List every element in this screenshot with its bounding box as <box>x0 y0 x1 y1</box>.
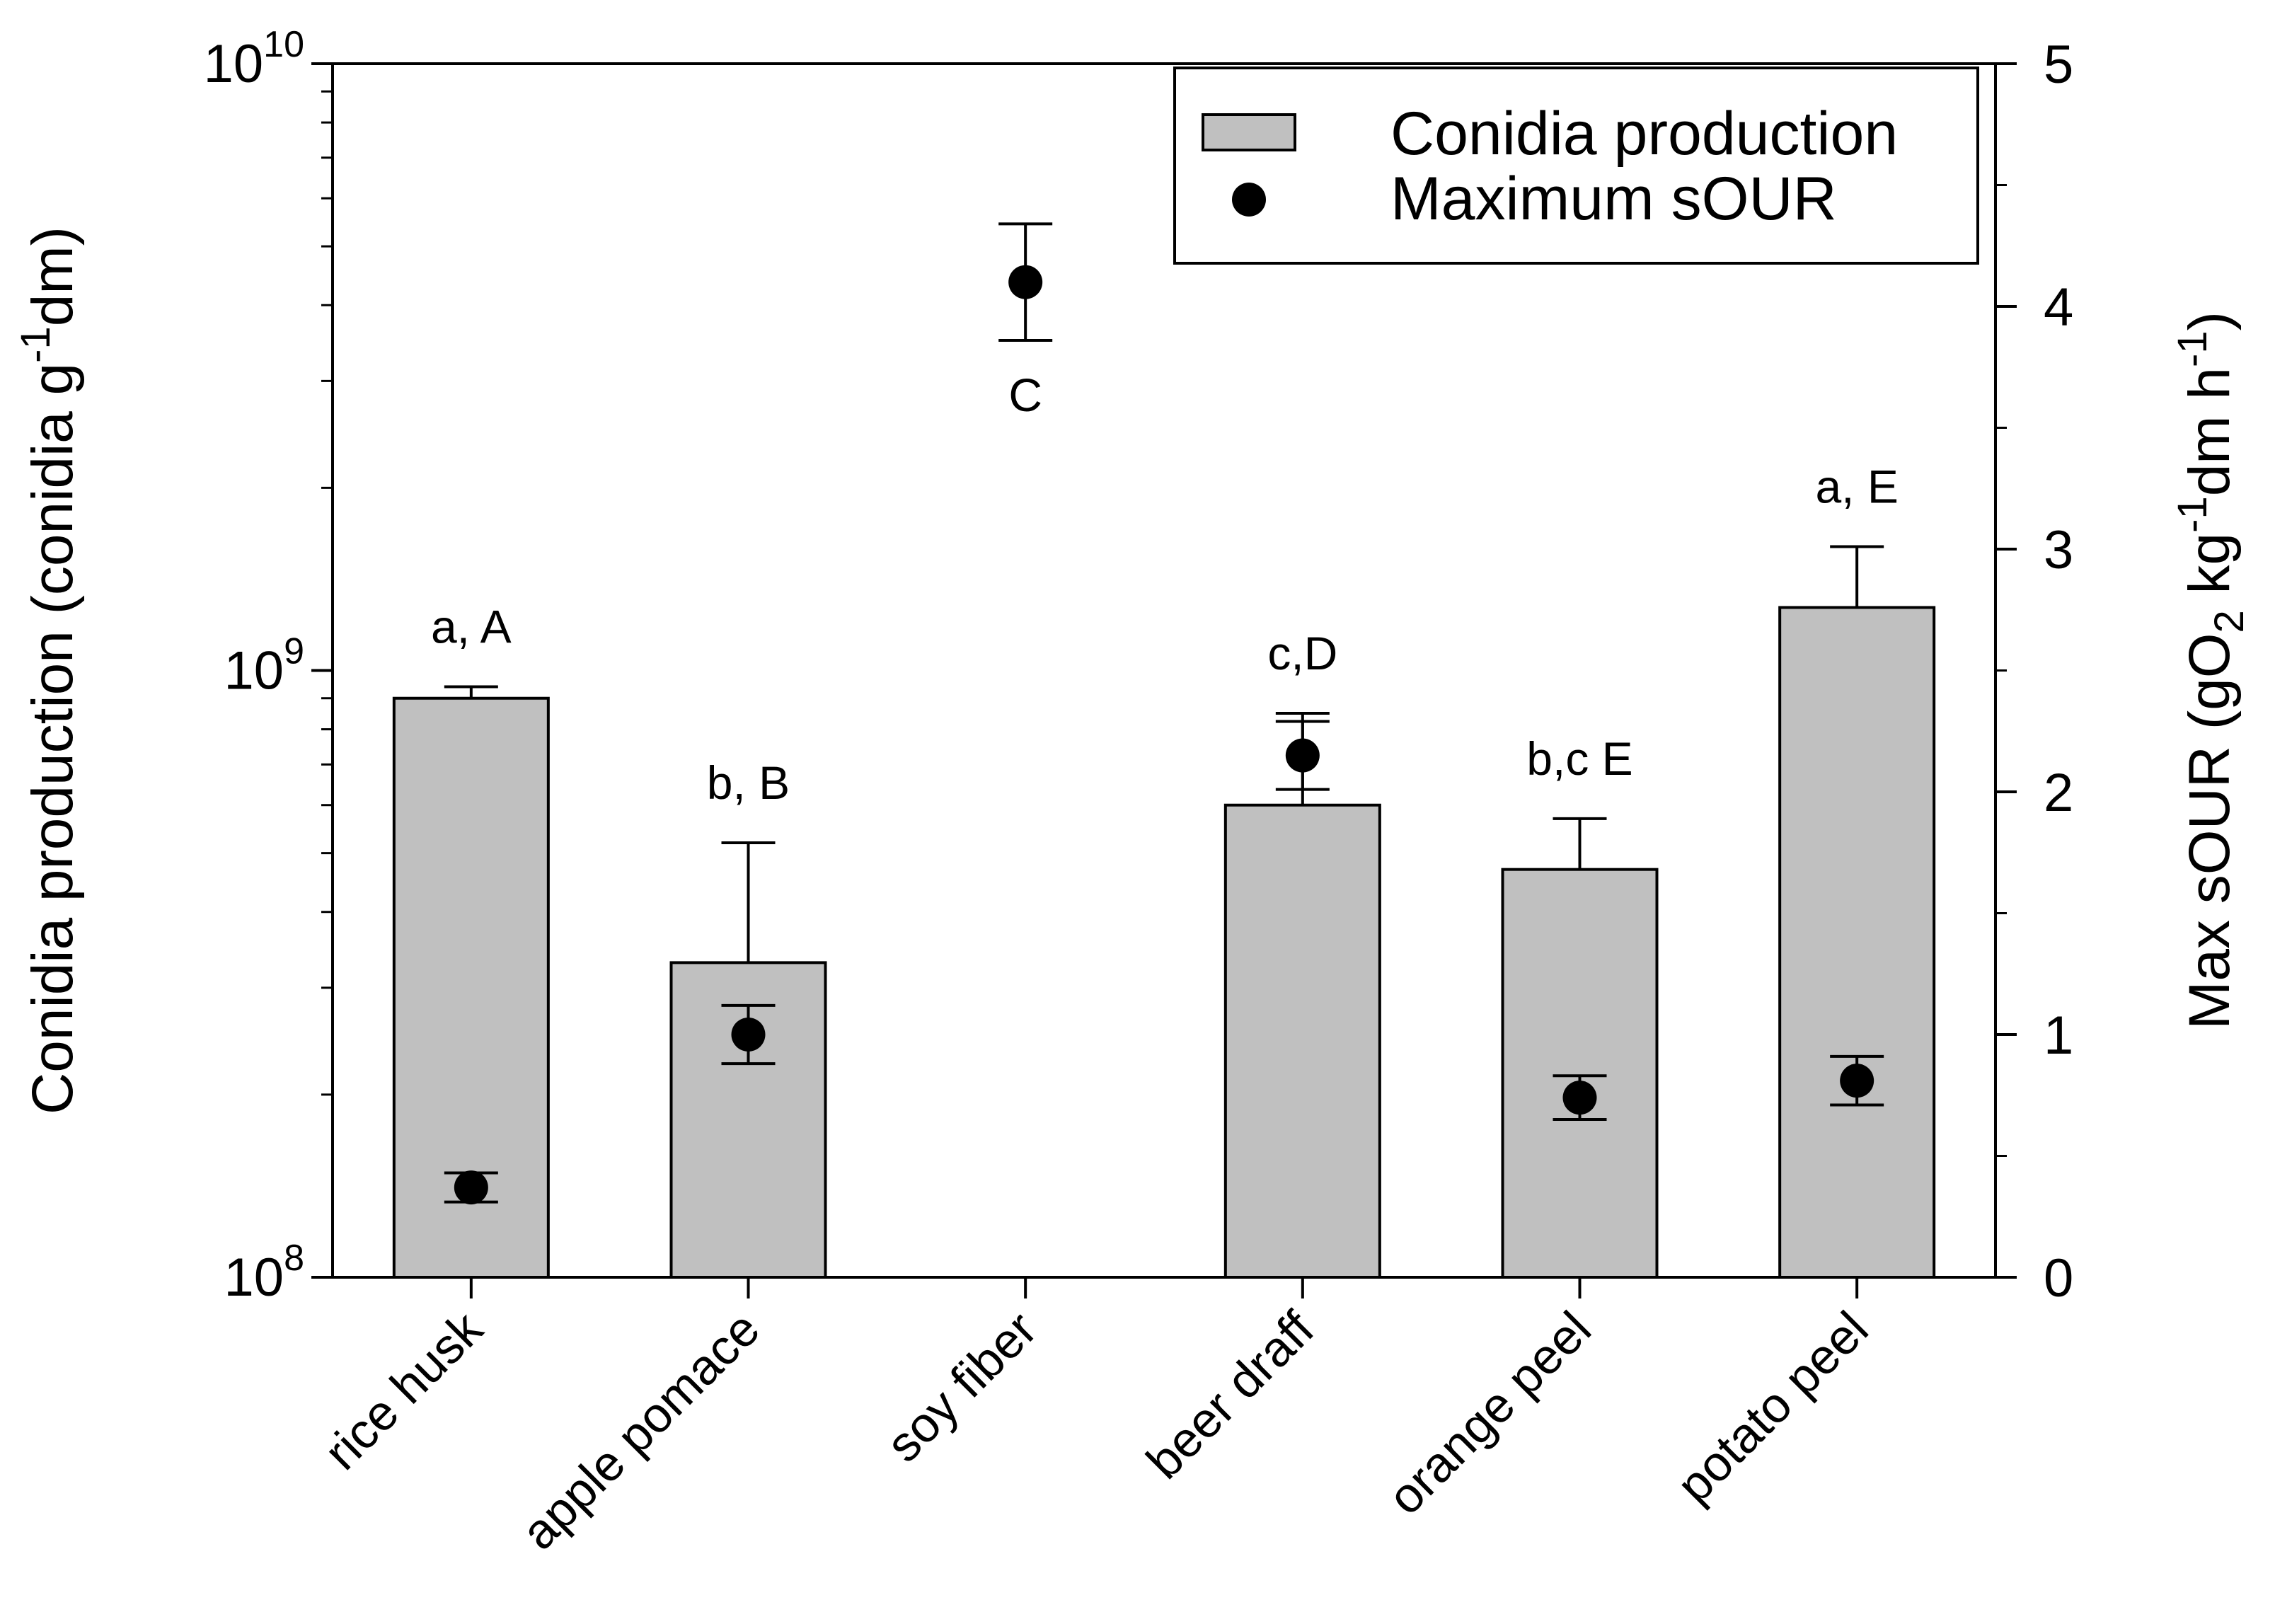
category-label-3: beer draff <box>1136 1301 1325 1490</box>
point-4 <box>1562 1081 1597 1115</box>
right-tick-label-3: 3 <box>2044 520 2073 580</box>
annotations-layer: a, A b, B Cc,D b,c E a, E <box>431 369 1899 809</box>
error-bars-layer <box>444 222 1884 1204</box>
right-tick-label-4: 4 <box>2044 277 2073 338</box>
axes-layer: 108 109 1010 0 1 2 3 4 5 rice husk apple pomace soy… <box>13 24 2252 1560</box>
left-tick-label-0: 108 <box>224 1238 304 1308</box>
annotation-4: b,c E <box>1526 732 1632 785</box>
category-label-0: rice husk <box>313 1301 493 1480</box>
category-label-5: potato peel <box>1666 1301 1879 1513</box>
points-layer <box>454 265 1874 1205</box>
right-tick-label-0: 0 <box>2044 1248 2073 1308</box>
annotation-5: a, E <box>1815 460 1898 512</box>
bar-4 <box>1501 868 1659 1279</box>
right-tick-label-1: 1 <box>2044 1006 2073 1066</box>
legend-point-swatch <box>1232 183 1266 217</box>
point-3 <box>1285 738 1320 773</box>
annotation-3: c,D <box>1267 627 1337 679</box>
left-tick-label-1: 109 <box>224 631 304 701</box>
legend-label-1: Maximum sOUR <box>1390 165 1837 233</box>
category-label-4: orange peel <box>1377 1301 1601 1525</box>
category-label-2: soy fiber <box>876 1301 1047 1472</box>
annotation-1: b, B <box>707 756 790 809</box>
left-tick-label-2: 1010 <box>204 24 304 94</box>
point-0 <box>454 1170 488 1205</box>
legend-label-0: Conidia production <box>1390 100 1898 168</box>
annotation-2: C <box>1008 369 1042 421</box>
point-2 <box>1008 265 1043 299</box>
right-tick-label-5: 5 <box>2044 35 2073 95</box>
bar-3 <box>1223 803 1381 1279</box>
left-axis-title: Conidia production (conidia g-1dm) <box>13 226 85 1115</box>
bars-layer <box>392 606 1936 1279</box>
legend-bar-swatch <box>1202 113 1296 151</box>
bar-5 <box>1778 606 1936 1279</box>
legend-box <box>1173 67 1979 265</box>
right-axis-title: Max sOUR (gO2 kg-1dm h-1) <box>2170 311 2252 1030</box>
category-label-1: apple pomace <box>511 1301 770 1560</box>
annotation-0: a, A <box>431 601 512 653</box>
point-1 <box>731 1018 766 1052</box>
point-5 <box>1840 1064 1874 1098</box>
right-tick-label-2: 2 <box>2044 763 2073 823</box>
